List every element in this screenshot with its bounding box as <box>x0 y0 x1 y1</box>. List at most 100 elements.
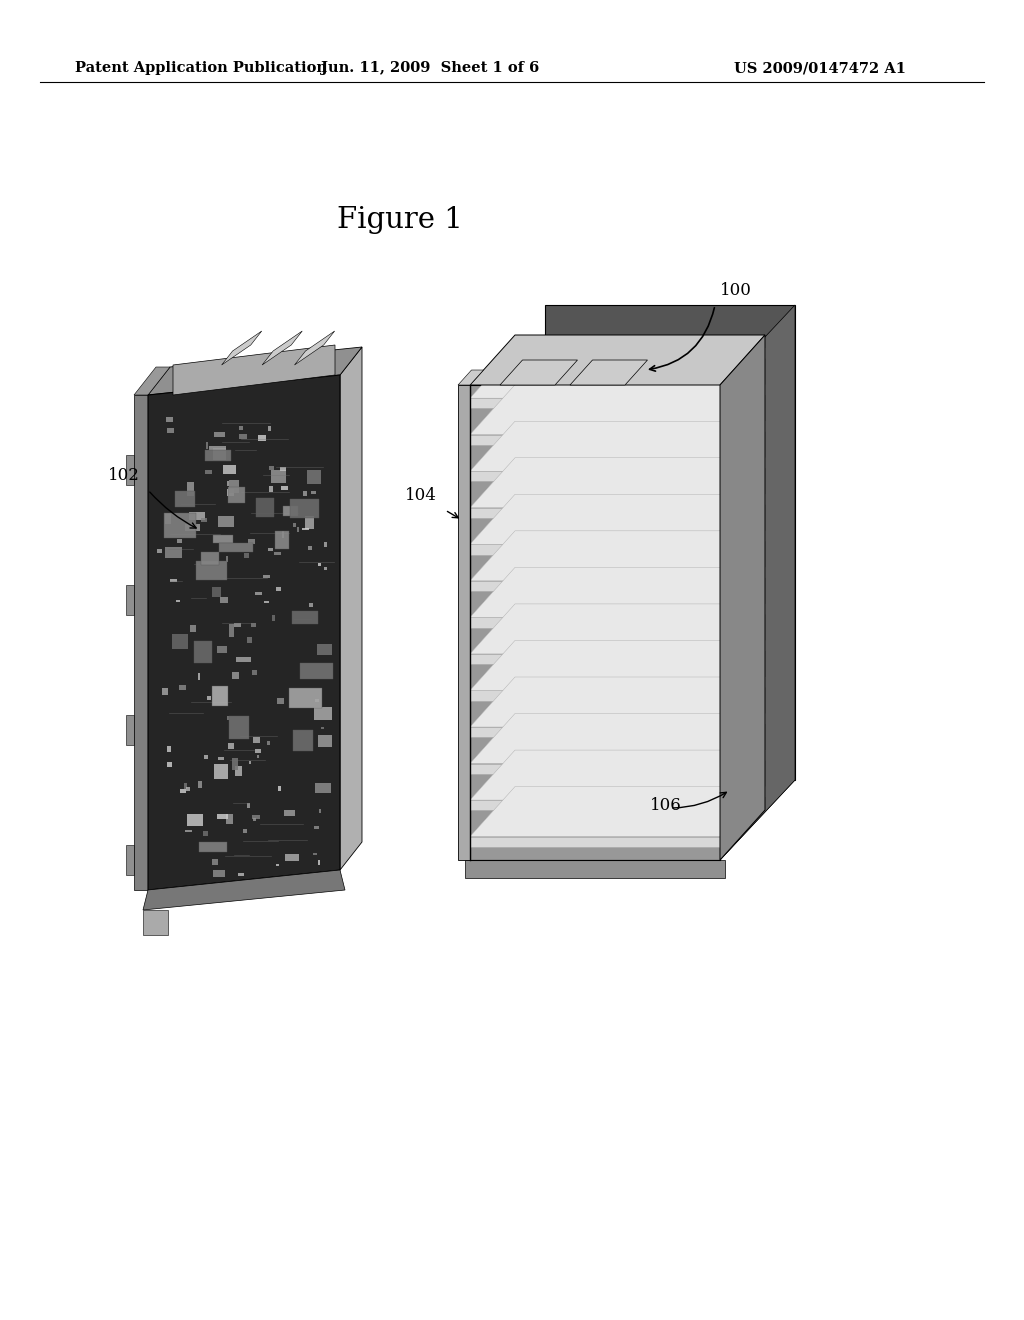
Bar <box>470 434 720 445</box>
Bar <box>269 466 274 470</box>
Bar <box>240 434 247 440</box>
Polygon shape <box>720 787 765 847</box>
Polygon shape <box>470 714 765 763</box>
Bar <box>470 581 720 591</box>
Polygon shape <box>720 714 765 774</box>
Bar <box>470 690 720 701</box>
Bar <box>188 512 205 520</box>
Bar <box>212 587 221 597</box>
Polygon shape <box>143 909 168 935</box>
Bar <box>311 491 315 494</box>
Bar <box>175 491 195 507</box>
Polygon shape <box>470 605 765 653</box>
Bar <box>158 549 162 553</box>
Polygon shape <box>720 640 765 701</box>
Polygon shape <box>262 331 302 366</box>
Bar <box>470 763 720 774</box>
Bar <box>255 591 262 595</box>
Bar <box>252 814 260 818</box>
Bar <box>214 764 228 779</box>
Bar <box>280 467 287 471</box>
Polygon shape <box>470 677 765 727</box>
Bar <box>204 755 208 759</box>
Polygon shape <box>126 585 134 615</box>
Bar <box>256 498 274 517</box>
Bar <box>268 548 273 550</box>
Polygon shape <box>545 305 795 780</box>
Bar <box>176 599 180 602</box>
Polygon shape <box>470 750 765 800</box>
Bar <box>236 767 242 776</box>
Bar <box>470 653 720 664</box>
Bar <box>470 581 720 591</box>
Polygon shape <box>134 367 170 395</box>
Bar <box>470 690 720 701</box>
Polygon shape <box>470 494 765 544</box>
Polygon shape <box>470 531 765 581</box>
Bar <box>213 870 225 876</box>
Polygon shape <box>143 870 345 909</box>
Bar <box>317 861 321 865</box>
Bar <box>244 553 249 557</box>
Bar <box>183 783 187 789</box>
Bar <box>213 447 225 461</box>
Bar <box>275 863 279 866</box>
Bar <box>185 787 190 791</box>
Text: 106: 106 <box>650 797 682 814</box>
Bar <box>206 442 208 449</box>
Polygon shape <box>720 494 765 554</box>
Bar <box>239 426 244 430</box>
Bar <box>306 470 322 484</box>
Bar <box>206 470 212 474</box>
Bar <box>470 544 720 554</box>
Bar <box>470 471 720 482</box>
Bar <box>294 523 296 527</box>
Text: 104: 104 <box>406 487 437 504</box>
Bar <box>252 671 257 676</box>
Bar <box>293 730 312 751</box>
Bar <box>283 506 298 516</box>
Polygon shape <box>340 347 362 870</box>
Polygon shape <box>720 384 765 445</box>
Bar <box>186 482 194 495</box>
Bar <box>317 564 322 566</box>
Bar <box>470 800 720 810</box>
Text: 102: 102 <box>108 467 140 484</box>
Bar <box>214 432 224 437</box>
Polygon shape <box>720 458 765 517</box>
Polygon shape <box>720 348 765 408</box>
Bar <box>229 715 249 739</box>
Polygon shape <box>470 780 795 861</box>
Bar <box>292 611 317 624</box>
Bar <box>470 399 720 408</box>
Bar <box>321 727 324 730</box>
Bar <box>243 829 247 833</box>
Bar <box>170 579 177 582</box>
Bar <box>470 618 720 627</box>
Polygon shape <box>470 605 765 653</box>
Polygon shape <box>470 568 765 618</box>
Polygon shape <box>720 677 765 738</box>
Bar <box>470 508 720 517</box>
Polygon shape <box>720 458 765 517</box>
Polygon shape <box>720 605 765 664</box>
Bar <box>218 756 224 760</box>
Bar <box>239 874 244 875</box>
Bar <box>236 657 251 663</box>
Bar <box>166 546 181 558</box>
Polygon shape <box>720 421 765 482</box>
Bar <box>200 842 227 851</box>
Bar <box>197 561 226 581</box>
Bar <box>217 645 226 653</box>
Bar <box>316 644 332 655</box>
Bar <box>281 486 288 491</box>
Bar <box>198 781 202 788</box>
Bar <box>300 663 333 680</box>
Bar <box>315 783 331 793</box>
Bar <box>247 638 252 643</box>
Bar <box>198 673 201 680</box>
Bar <box>470 727 720 738</box>
Bar <box>470 508 720 517</box>
Bar <box>226 717 229 719</box>
Bar <box>195 640 212 663</box>
